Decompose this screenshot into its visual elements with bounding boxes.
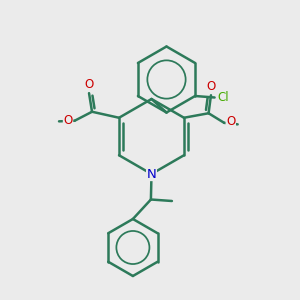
Text: N: N [147,167,156,181]
Text: Cl: Cl [218,91,230,104]
Text: O: O [206,80,216,93]
Text: O: O [84,78,94,91]
Text: O: O [63,114,73,127]
Text: O: O [226,115,236,128]
